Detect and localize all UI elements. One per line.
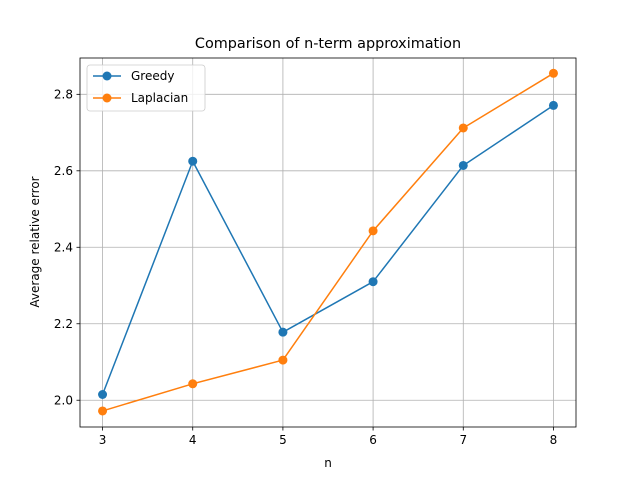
legend-marker-laplacian [102, 93, 112, 103]
data-point-greedy [188, 156, 198, 166]
data-point-laplacian [548, 68, 558, 78]
data-point-laplacian [368, 226, 378, 236]
data-point-laplacian [458, 123, 468, 133]
legend-label-greedy: Greedy [131, 69, 174, 83]
plot-area [80, 58, 576, 427]
x-tick-label: 4 [189, 433, 197, 447]
x-tick-label: 3 [99, 433, 107, 447]
y-tick-label: 2.6 [54, 164, 73, 178]
series-line-greedy [101, 104, 554, 395]
y-tick-label: 2.0 [54, 393, 73, 407]
data-point-greedy [278, 327, 288, 337]
data-point-laplacian [98, 406, 108, 416]
legend: Greedy Laplacian [86, 64, 206, 112]
data-point-laplacian [278, 355, 288, 365]
series-line-laplacian [102, 72, 554, 412]
x-tick-label: 7 [459, 433, 467, 447]
series [98, 68, 558, 416]
grid [80, 58, 576, 427]
x-tick-label: 6 [369, 433, 377, 447]
y-tick-label: 2.2 [54, 317, 73, 331]
y-tick-label: 2.8 [54, 88, 73, 102]
legend-marker-greedy [102, 71, 112, 81]
data-point-greedy [368, 277, 378, 287]
data-point-greedy [98, 389, 108, 399]
x-tick-label: 5 [279, 433, 287, 447]
y-tick-label: 2.4 [54, 240, 73, 254]
data-point-greedy [458, 160, 468, 170]
x-axis-label: n [324, 456, 332, 470]
x-tick-label: 8 [550, 433, 558, 447]
axes-frame [79, 57, 577, 428]
chart-title: Comparison of n-term approximation [195, 36, 461, 52]
data-point-laplacian [188, 379, 198, 389]
legend-label-laplacian: Laplacian [131, 91, 188, 105]
axis-ticks: 3 4 5 6 7 8 2.0 2.2 2.4 2.6 2.8 [54, 88, 557, 447]
data-point-greedy [548, 100, 558, 110]
y-axis-label: Average relative error [28, 176, 42, 307]
